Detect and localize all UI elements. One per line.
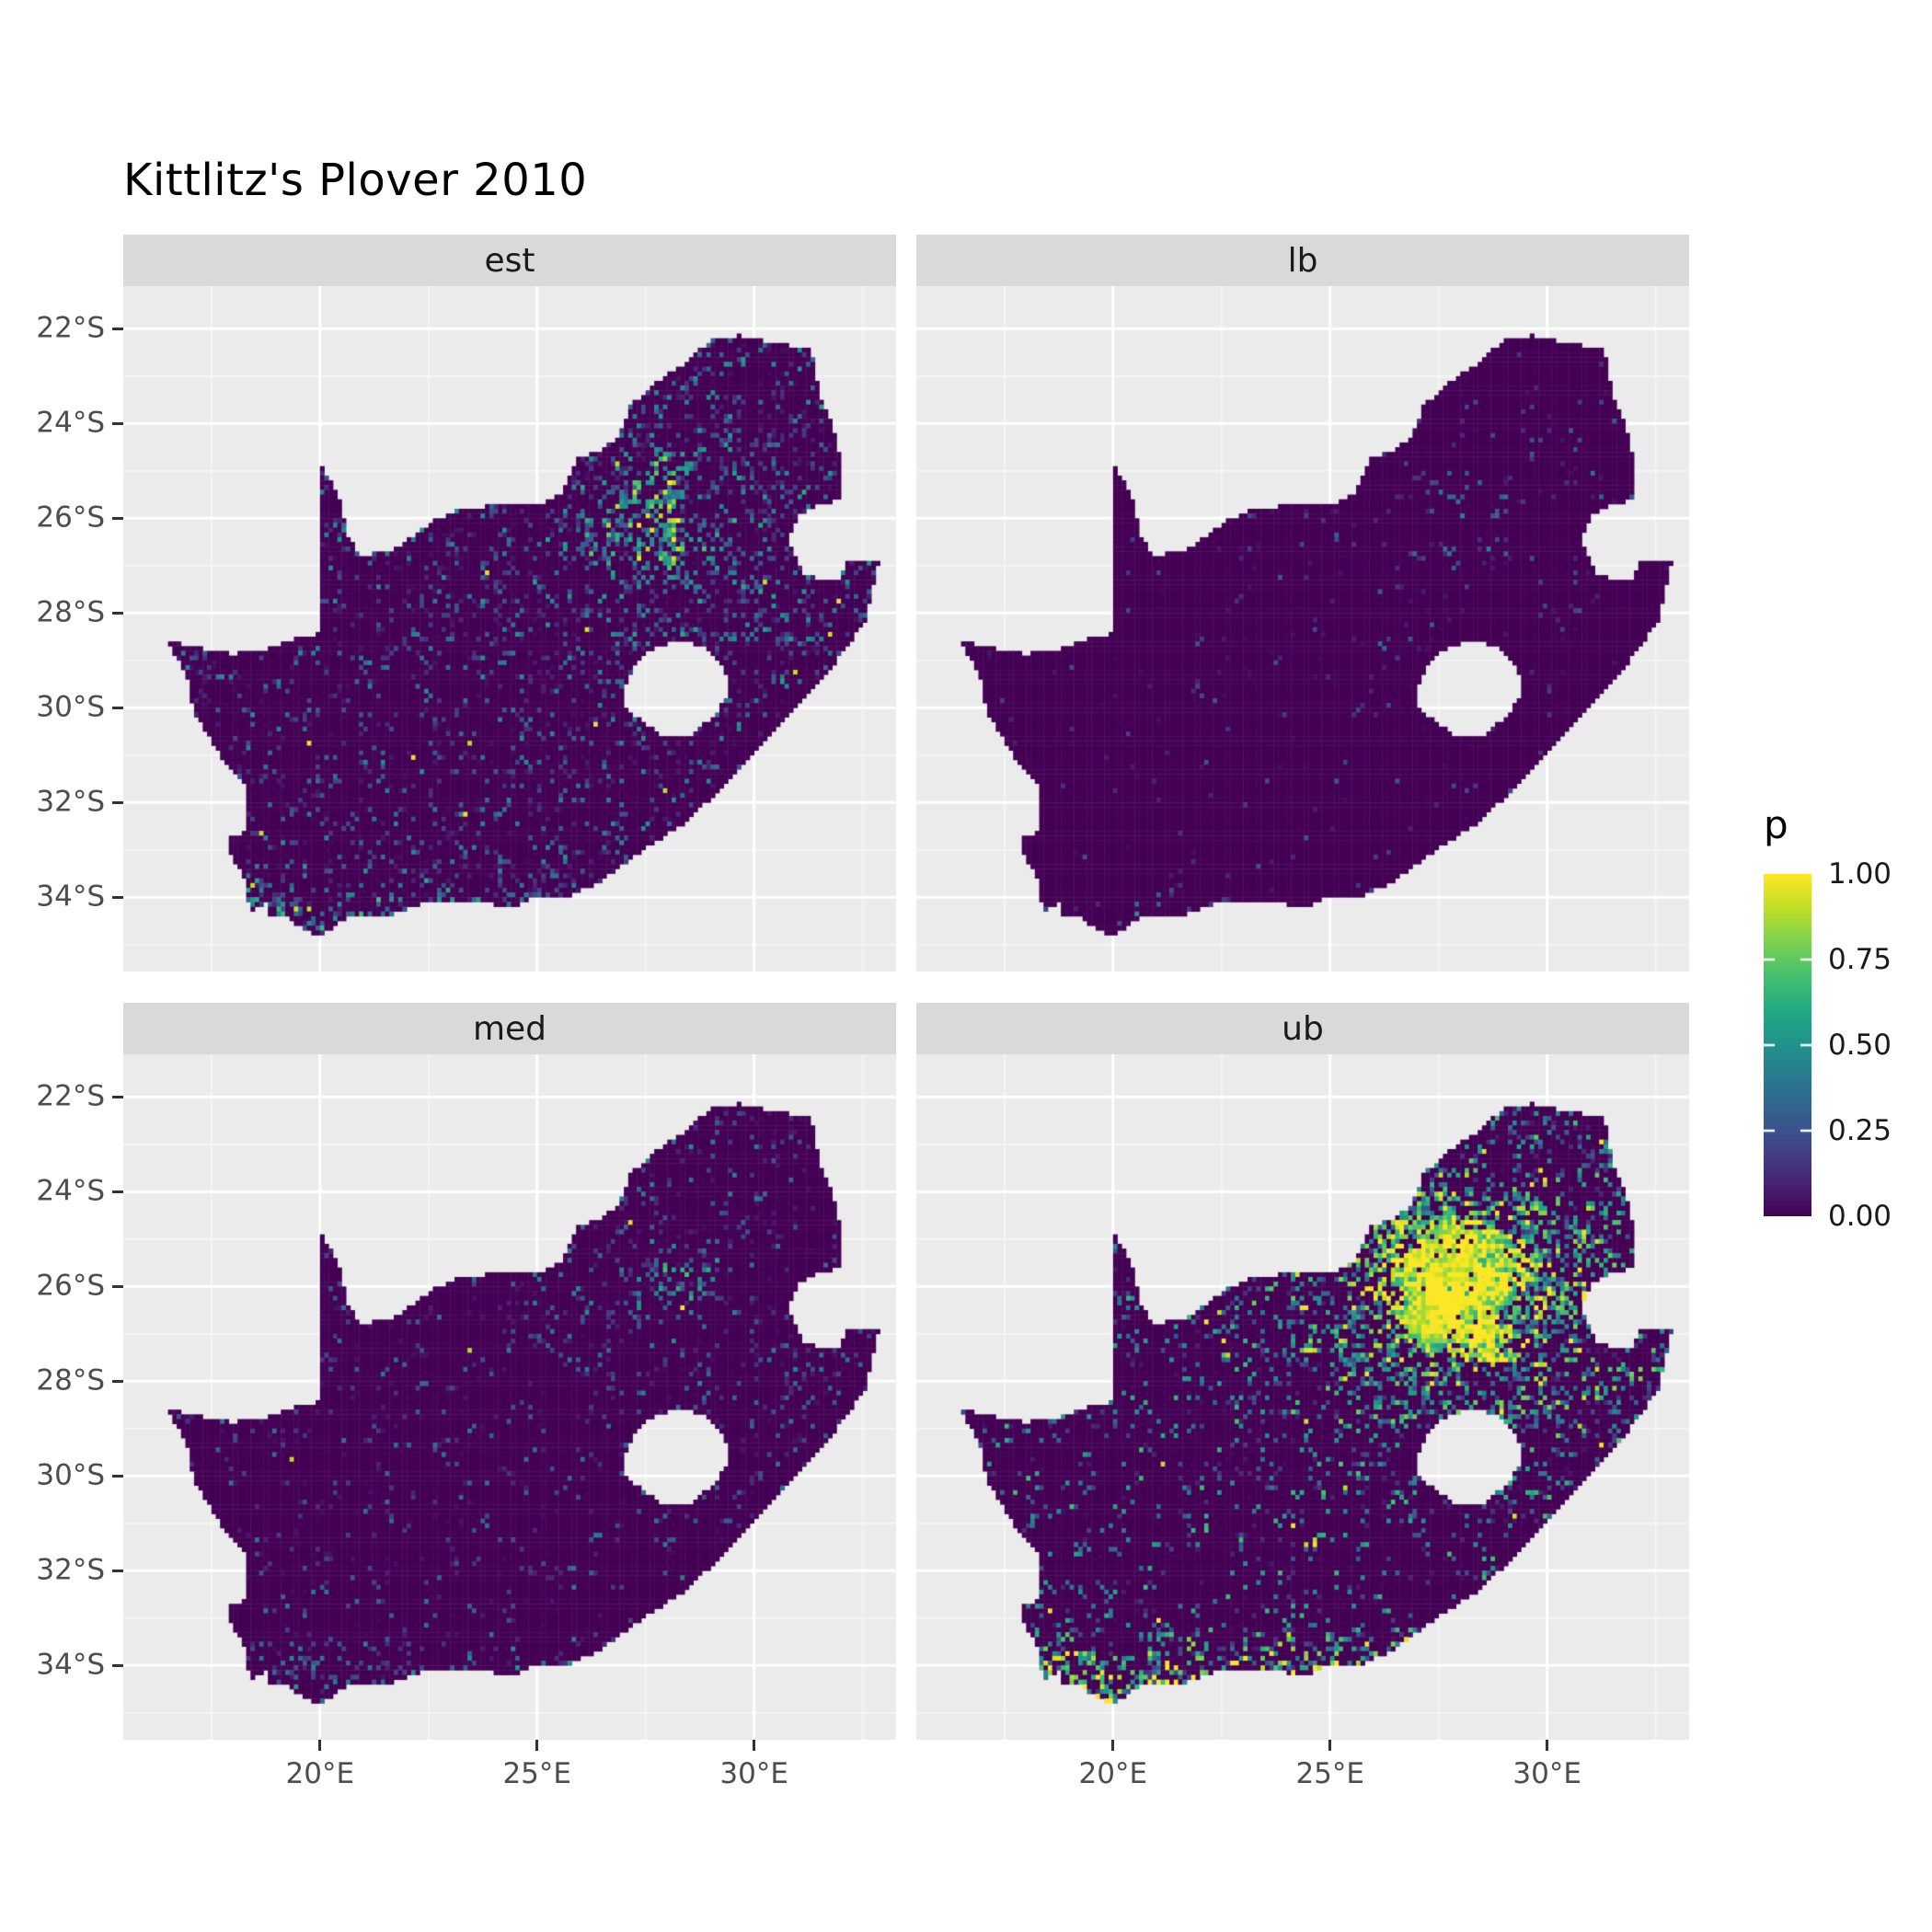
y-axis-label: 22°S (36, 311, 105, 345)
y-axis-tick (112, 1095, 123, 1098)
x-axis-label: 20°E (285, 1757, 355, 1790)
x-axis-label: 30°E (1512, 1757, 1581, 1790)
y-axis-tick (112, 706, 123, 709)
y-axis-label: 34°S (36, 880, 105, 914)
x-axis-tick (318, 1740, 322, 1751)
x-axis-label: 25°E (502, 1757, 571, 1790)
x-axis-tick (1111, 1740, 1115, 1751)
y-axis-tick (112, 327, 123, 330)
y-axis-label: 28°S (36, 595, 105, 629)
legend-break-label: 0.75 (1828, 943, 1892, 976)
map-panel-med (123, 1054, 896, 1740)
y-axis-label: 22°S (36, 1079, 105, 1113)
y-axis-label: 24°S (36, 1174, 105, 1208)
facet-strip-lb: lb (916, 235, 1689, 286)
x-axis-tick (1546, 1740, 1549, 1751)
x-axis-tick (535, 1740, 539, 1751)
legend-colorbar (1764, 874, 1811, 1216)
facet-strip-label-ub: ub (1282, 1009, 1324, 1048)
legend-title: p (1764, 802, 1788, 847)
y-axis-label: 30°S (36, 690, 105, 724)
x-axis-label: 25°E (1295, 1757, 1364, 1790)
legend-break-label: 0.00 (1828, 1200, 1892, 1233)
y-axis-tick (112, 1190, 123, 1193)
x-axis-tick (753, 1740, 756, 1751)
legend-break-label: 1.00 (1828, 857, 1892, 891)
y-axis-tick (112, 421, 123, 425)
facet-strip-med: med (123, 1003, 896, 1054)
y-axis-tick (112, 1284, 123, 1288)
y-axis-tick (112, 516, 123, 520)
plot-title: Kittlitz's Plover 2010 (123, 155, 588, 206)
map-panel-ub (916, 1054, 1689, 1740)
facet-strip-label-med: med (472, 1009, 547, 1048)
y-axis-tick (112, 800, 123, 804)
legend-break-label: 0.25 (1828, 1114, 1892, 1147)
y-axis-label: 32°S (36, 785, 105, 819)
facet-strip-ub: ub (916, 1003, 1689, 1054)
facet-strip-label-lb: lb (1287, 241, 1318, 280)
x-axis-tick (1328, 1740, 1332, 1751)
facet-strip-est: est (123, 235, 896, 286)
map-panel-lb (916, 286, 1689, 972)
y-axis-label: 30°S (36, 1458, 105, 1492)
map-panel-est (123, 286, 896, 972)
y-axis-label: 24°S (36, 406, 105, 440)
y-axis-label: 26°S (36, 500, 105, 535)
y-axis-tick (112, 895, 123, 899)
facet-strip-label-est: est (484, 241, 535, 280)
y-axis-tick (112, 611, 123, 615)
y-axis-tick (112, 1379, 123, 1383)
y-axis-label: 26°S (36, 1269, 105, 1303)
y-axis-tick (112, 1474, 123, 1478)
legend-break-label: 0.50 (1828, 1029, 1892, 1062)
y-axis-tick (112, 1663, 123, 1667)
y-axis-tick (112, 1569, 123, 1572)
y-axis-label: 32°S (36, 1553, 105, 1587)
y-axis-label: 34°S (36, 1648, 105, 1682)
x-axis-label: 30°E (719, 1757, 788, 1790)
y-axis-label: 28°S (36, 1363, 105, 1397)
x-axis-label: 20°E (1078, 1757, 1148, 1790)
